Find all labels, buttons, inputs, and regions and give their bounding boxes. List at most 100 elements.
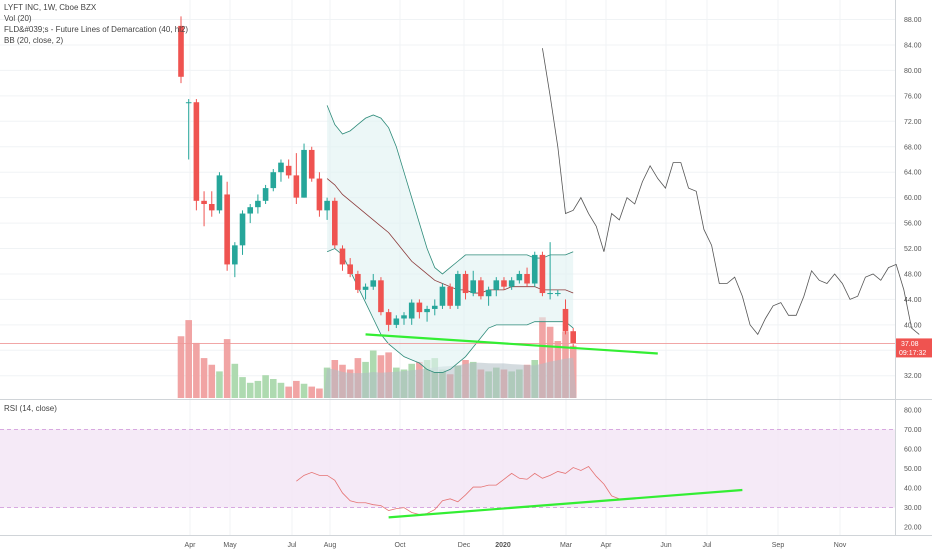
volume-bar — [177, 336, 185, 398]
price-tick-label: 32.00 — [904, 373, 922, 380]
candle — [293, 153, 300, 204]
candle — [278, 159, 284, 182]
candle-body — [208, 204, 215, 211]
candle-body — [270, 172, 277, 189]
candle-body — [293, 175, 300, 198]
candle — [478, 277, 484, 300]
candle-body — [562, 308, 569, 332]
rsi-tick-label: 30.00 — [904, 505, 922, 512]
rsi-tick-label: 70.00 — [904, 427, 922, 434]
candle — [508, 277, 515, 290]
candle — [201, 191, 207, 227]
candle-body — [501, 280, 507, 287]
candle — [324, 197, 330, 220]
candle-body — [555, 293, 561, 295]
volume-bar — [231, 363, 239, 398]
price-tick-label: 60.00 — [904, 195, 922, 202]
candle — [455, 270, 461, 309]
time-tick-label: Jul — [703, 542, 712, 549]
candle-body — [408, 302, 415, 319]
candle — [401, 312, 407, 325]
time-tick-label: Nov — [834, 542, 847, 549]
candle-body — [239, 213, 246, 246]
candle-body — [362, 286, 369, 290]
candle — [555, 289, 561, 297]
candle — [539, 251, 546, 297]
bollinger-legend: BB (20, close, 2) — [4, 36, 64, 45]
candle — [416, 299, 423, 319]
candle-body — [485, 289, 492, 297]
price-tick-label: 56.00 — [904, 221, 922, 228]
volume-bar — [277, 382, 285, 398]
price-trendline — [365, 333, 658, 355]
candle-body — [370, 280, 377, 287]
candle — [301, 143, 307, 198]
candle — [239, 210, 246, 255]
rsi-tick-label: 40.00 — [904, 486, 922, 493]
candle-body — [193, 102, 200, 201]
candle-body — [224, 194, 230, 265]
candle — [462, 270, 469, 300]
candle — [570, 328, 576, 348]
time-tick-label: Jul — [288, 542, 297, 549]
rsi-legend: RSI (14, close) — [4, 404, 57, 413]
candle-body — [393, 318, 400, 325]
candle-body — [255, 200, 261, 208]
fld-legend: FLD&#039;s - Future Lines of Demarcation… — [4, 25, 189, 34]
candle-body — [531, 254, 538, 284]
price-tick-label: 72.00 — [904, 119, 922, 126]
price-tick-label: 88.00 — [904, 17, 922, 24]
candle — [408, 299, 415, 325]
time-tick-label: Mar — [560, 542, 573, 549]
candle — [355, 270, 361, 294]
candle — [178, 16, 184, 84]
time-tick-label: Aug — [324, 542, 337, 549]
candle-body — [462, 273, 469, 294]
candle-body — [178, 25, 184, 77]
volume-bar — [285, 386, 292, 398]
candle-body — [539, 254, 546, 294]
candle — [424, 305, 430, 322]
price-tick-label: 40.00 — [904, 322, 922, 329]
candle — [447, 283, 453, 309]
rsi-tick-label: 20.00 — [904, 525, 922, 532]
candle-body — [185, 102, 192, 104]
candle-body — [308, 149, 315, 179]
price-badge — [896, 338, 932, 358]
candle — [493, 277, 500, 297]
candle — [224, 181, 230, 271]
candle-body — [431, 305, 438, 309]
time-tick-label: Apr — [185, 542, 197, 549]
candle-body — [324, 200, 330, 211]
candle — [247, 204, 254, 224]
price-tick-label: 68.00 — [904, 144, 922, 151]
rsi-trendline — [388, 488, 743, 519]
candle-body — [216, 175, 223, 211]
candle-body — [470, 280, 477, 294]
rsi-tick-label: 50.00 — [904, 466, 922, 473]
volume-bar — [254, 380, 262, 398]
candle-body — [516, 273, 523, 281]
candle — [470, 270, 477, 297]
volume-bar — [200, 358, 208, 398]
candle-body — [278, 162, 284, 173]
volume-bar — [239, 377, 246, 398]
candle-body — [339, 248, 346, 265]
candle-body — [447, 286, 453, 306]
candle — [216, 172, 223, 214]
price-tick-label: 44.00 — [904, 297, 922, 304]
price-tick-label: 80.00 — [904, 68, 922, 75]
candle — [485, 286, 492, 306]
price-tick-label: 48.00 — [904, 271, 922, 278]
candle — [547, 242, 553, 300]
candle — [431, 299, 438, 316]
price-tick-label: 52.00 — [904, 246, 922, 253]
price-badge-countdown: 09:17:32 — [899, 350, 926, 357]
candle-body — [508, 280, 515, 287]
candle — [385, 308, 392, 332]
candle — [339, 245, 346, 271]
volume-bar — [185, 320, 192, 398]
fld-line — [542, 48, 920, 336]
volume-bar — [308, 386, 316, 398]
